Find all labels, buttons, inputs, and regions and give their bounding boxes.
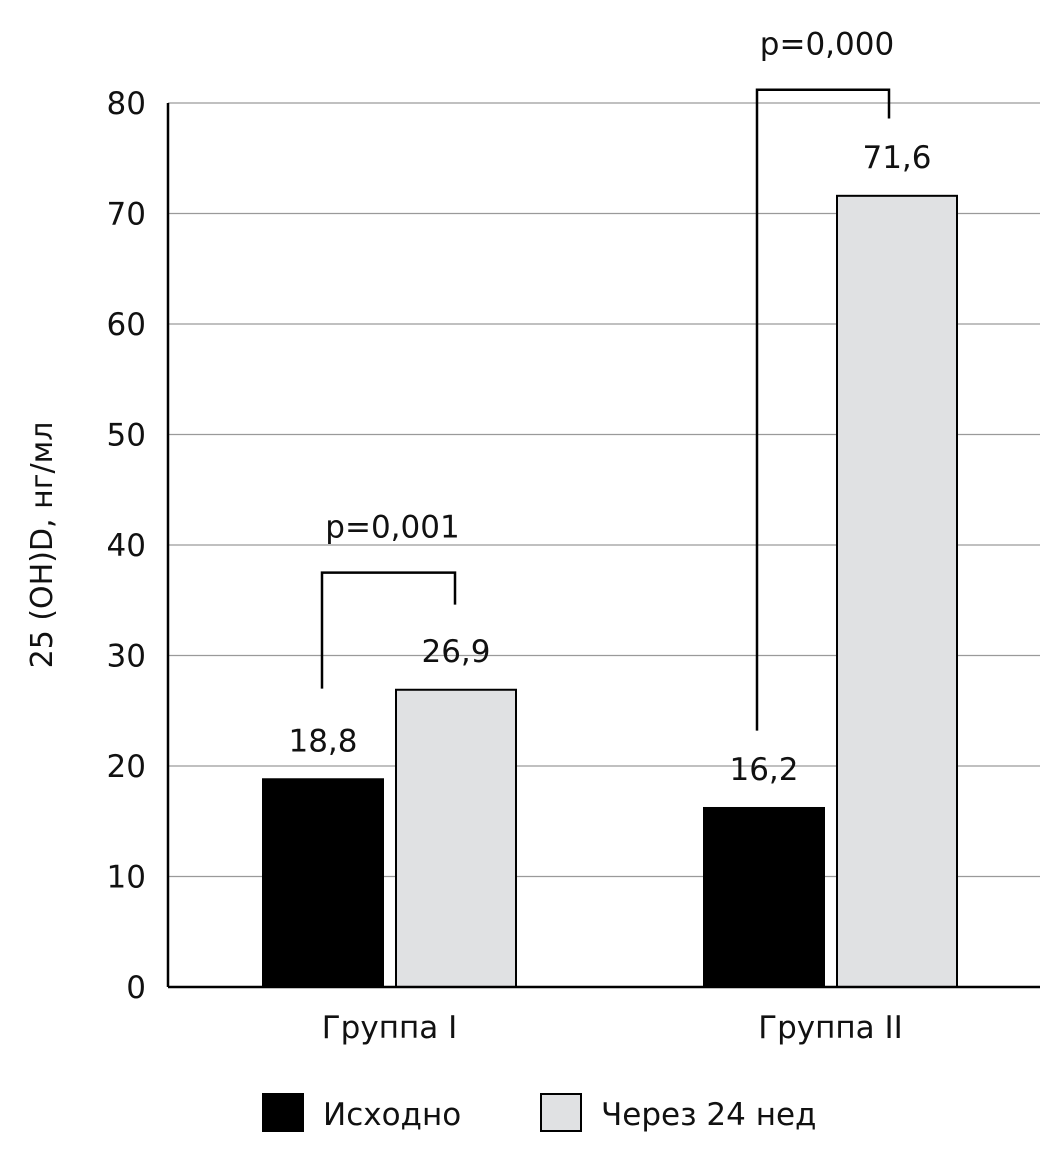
- x-tick-label: Группа I: [322, 1010, 457, 1046]
- y-tick-label: 70: [107, 197, 146, 233]
- legend: Исходно Через 24 нед: [262, 1093, 817, 1133]
- p-value-label: p=0,000: [760, 27, 894, 63]
- y-tick-label: 30: [107, 639, 146, 675]
- data-label: 26,9: [421, 634, 490, 670]
- y-tick-label: 40: [107, 528, 146, 564]
- bar: [836, 194, 958, 988]
- y-tick-label: 20: [107, 749, 146, 785]
- y-axis-label: 25 (OH)D, нг/мл: [25, 422, 60, 669]
- data-label: 71,6: [862, 140, 931, 176]
- legend-swatch: [540, 1093, 582, 1132]
- y-tick-label: 80: [107, 86, 146, 122]
- axes: 0 10 20 30 40 50 60 70 80 Группа I Группа II: [107, 86, 1040, 1046]
- y-tick-label: 60: [107, 307, 146, 343]
- gridlines: [168, 102, 1040, 878]
- y-tick-label: 50: [107, 418, 146, 454]
- data-label: 18,8: [288, 723, 357, 759]
- y-tick-label: 10: [107, 860, 146, 896]
- y-tick-label: 0: [126, 970, 146, 1006]
- p-value-label: p=0,001: [325, 510, 459, 546]
- bars: 18,8 26,9 16,2 71,6: [262, 140, 958, 989]
- annotations: p=0,001 p=0,000: [320, 27, 894, 731]
- bar: [262, 778, 384, 989]
- legend-swatch: [262, 1093, 304, 1132]
- legend-label: Исходно: [323, 1097, 461, 1133]
- bar: [395, 688, 517, 988]
- x-tick-label: Группа II: [758, 1010, 903, 1046]
- legend-label: Через 24 нед: [601, 1097, 817, 1133]
- significance-bracket: [755, 88, 891, 731]
- data-label: 16,2: [729, 752, 798, 788]
- bar: [703, 806, 825, 988]
- significance-bracket: [320, 571, 457, 689]
